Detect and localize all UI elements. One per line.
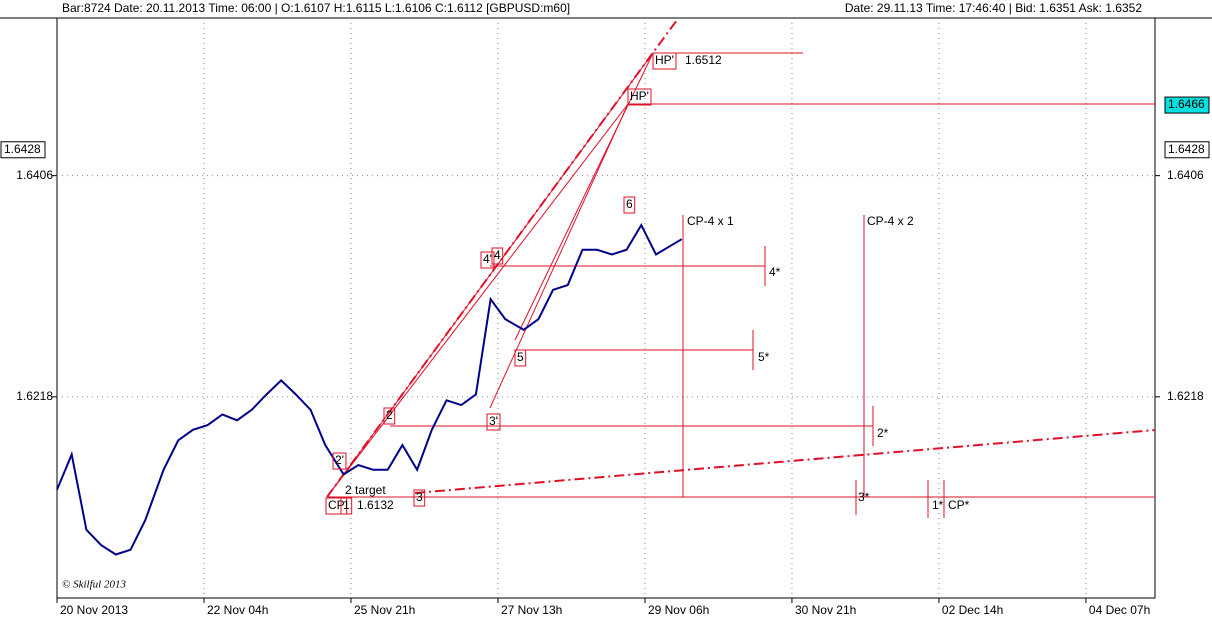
annotation: 2' (335, 453, 344, 467)
price-marker-label: 1.6428 (4, 142, 41, 156)
annotation-box (325, 497, 348, 515)
y-tick-label: 1.6406 (1167, 168, 1204, 182)
price-line (56, 222, 683, 556)
x-tick-label: 29 Nov 06h (648, 603, 709, 617)
annotation: 5 (517, 350, 524, 364)
x-tick-label: 25 Nov 21h (354, 603, 415, 617)
x-tick-label: 30 Nov 21h (795, 603, 856, 617)
copyright: © Skilful 2013 (62, 579, 126, 591)
header-left: Bar:8724 Date: 20.11.2013 Time: 06:00 | … (62, 1, 570, 15)
x-tick-label: 02 Dec 14h (942, 603, 1003, 617)
y-tick-label: 1.6218 (16, 389, 53, 403)
annotation: CP* (948, 498, 970, 512)
annotation: 6 (626, 197, 633, 211)
annotation-box (627, 88, 652, 106)
annotation: 2 target (345, 483, 386, 497)
price-marker-box (1164, 96, 1210, 114)
annotation: CP-4 x 2 (867, 214, 914, 228)
annotation: 5* (758, 350, 770, 364)
annotation: HP' (655, 53, 674, 67)
y-tick-label: 1.6406 (16, 168, 53, 182)
annotation-box (486, 413, 501, 431)
annotation: CP-4 x 1 (687, 214, 734, 228)
annotation-box (514, 349, 527, 367)
annotation: 1.6132 (357, 498, 394, 512)
analysis-line (414, 429, 1156, 494)
annotation: 3* (858, 490, 870, 504)
analysis-line (514, 52, 654, 341)
annotation: HP' (630, 89, 649, 103)
annotation: 1.6512 (685, 53, 722, 67)
annotation-box (652, 52, 677, 70)
annotation: 4 (494, 248, 501, 262)
price-marker-box (0, 141, 46, 159)
header-right: Date: 29.11.13 Time: 17:46:40 | Bid: 1.6… (845, 1, 1142, 15)
price-marker-box (1164, 141, 1210, 159)
annotation: 1* (932, 498, 944, 512)
annotation-box (383, 407, 396, 425)
annotation-box (623, 196, 636, 214)
annotation: 3 (416, 490, 423, 504)
annotation-box (340, 497, 353, 515)
analysis-line (326, 103, 629, 498)
annotation-box (480, 251, 495, 269)
x-tick-label: 27 Nov 13h (501, 603, 562, 617)
annotation: 1 (343, 498, 350, 512)
annotation-box (332, 452, 347, 470)
annotation: 2* (877, 426, 889, 440)
annotation: 2 (386, 408, 393, 422)
annotation: 4* (769, 265, 781, 279)
analysis-line (489, 103, 629, 409)
x-tick-label: 20 Nov 2013 (60, 603, 128, 617)
annotation: 3' (489, 414, 498, 428)
annotation-box (491, 247, 504, 265)
x-tick-label: 04 Dec 07h (1089, 603, 1150, 617)
annotation-box (413, 489, 426, 507)
price-marker-label: 1.6428 (1168, 142, 1205, 156)
analysis-line (326, 52, 654, 498)
x-tick-label: 22 Nov 04h (207, 603, 268, 617)
price-marker-label: 1.6466 (1168, 97, 1205, 111)
annotation: 4' (483, 252, 492, 266)
y-tick-label: 1.6218 (1167, 389, 1204, 403)
